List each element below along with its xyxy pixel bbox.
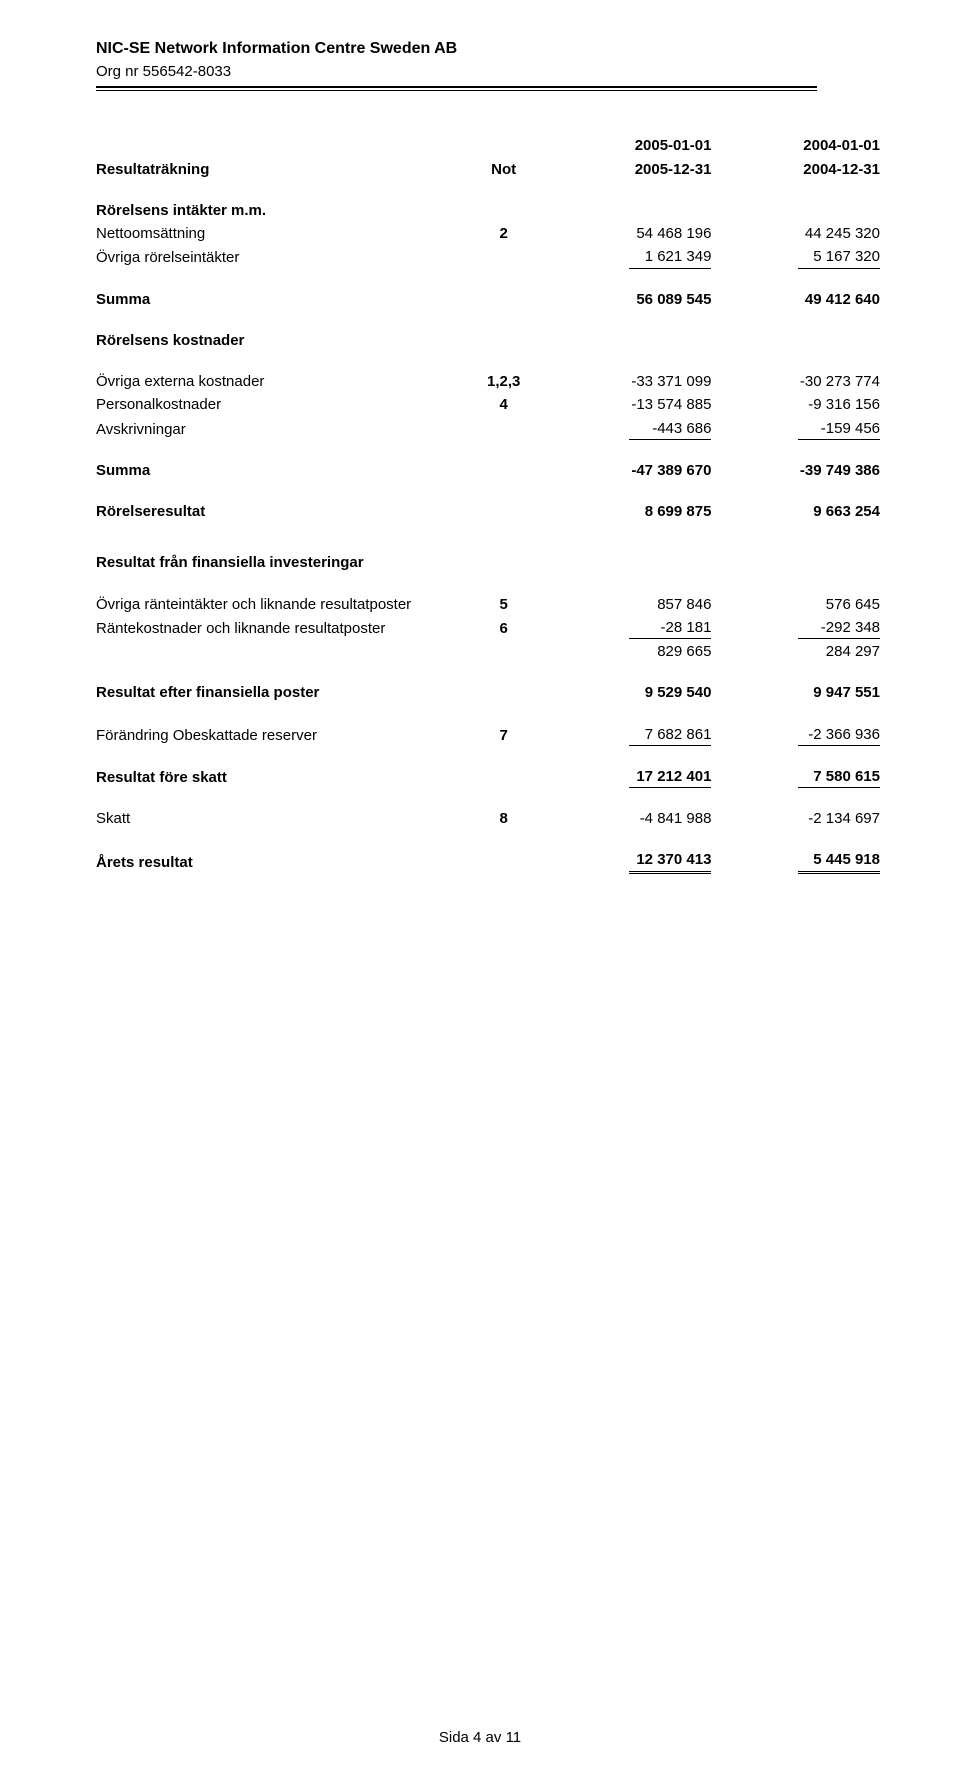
table-row: Övriga rörelseintäkter 1 621 349 5 167 3… (96, 246, 880, 270)
section-heading: Rörelsens intäkter m.m. (96, 199, 880, 222)
table-row: Personalkostnader 4 -13 574 885 -9 316 1… (96, 394, 880, 417)
table-row: Räntekostnader och liknande resultatpost… (96, 616, 880, 640)
table-row: Förändring Obeskattade reserver 7 7 682 … (96, 723, 880, 747)
section-heading: Resultat från finansiella investeringar (96, 552, 880, 575)
table-row: Övriga externa kostnader 1,2,3 -33 371 0… (96, 371, 880, 394)
header-rule (96, 86, 880, 91)
period1-end: 2005-12-31 (543, 158, 712, 181)
result-after-fin-row: Resultat efter finansiella poster 9 529 … (96, 682, 880, 705)
period1-start: 2005-01-01 (543, 135, 712, 158)
section-heading: Rörelsens kostnader (96, 329, 880, 352)
table-row: Skatt 8 -4 841 988 -2 134 697 (96, 808, 880, 831)
table-row: Nettoomsättning 2 54 468 196 44 245 320 (96, 223, 880, 246)
rorelseresultat-row: Rörelseresultat 8 699 875 9 663 254 (96, 501, 880, 524)
page-footer: Sida 4 av 11 (0, 1728, 960, 1748)
note-header: Not (464, 158, 542, 181)
summa-row: Summa -47 389 670 -39 749 386 (96, 459, 880, 482)
summa-row: Summa 56 089 545 49 412 640 (96, 288, 880, 311)
company-name: NIC-SE Network Information Centre Sweden… (96, 38, 880, 60)
report-title: Resultaträkning (96, 158, 464, 181)
period2-end: 2004-12-31 (711, 158, 880, 181)
org-number: Org nr 556542-8033 (96, 62, 880, 82)
result-before-tax-row: Resultat före skatt 17 212 401 7 580 615 (96, 765, 880, 789)
period2-start: 2004-01-01 (711, 135, 880, 158)
year-result-row: Årets resultat 12 370 413 5 445 918 (96, 849, 880, 875)
table-row: Övriga ränteintäkter och liknande result… (96, 593, 880, 616)
income-statement-table: 2005-01-01 2004-01-01 Resultaträkning No… (96, 135, 880, 875)
table-row: 829 665 284 297 (96, 641, 880, 664)
table-row: Avskrivningar -443 686 -159 456 (96, 417, 880, 441)
